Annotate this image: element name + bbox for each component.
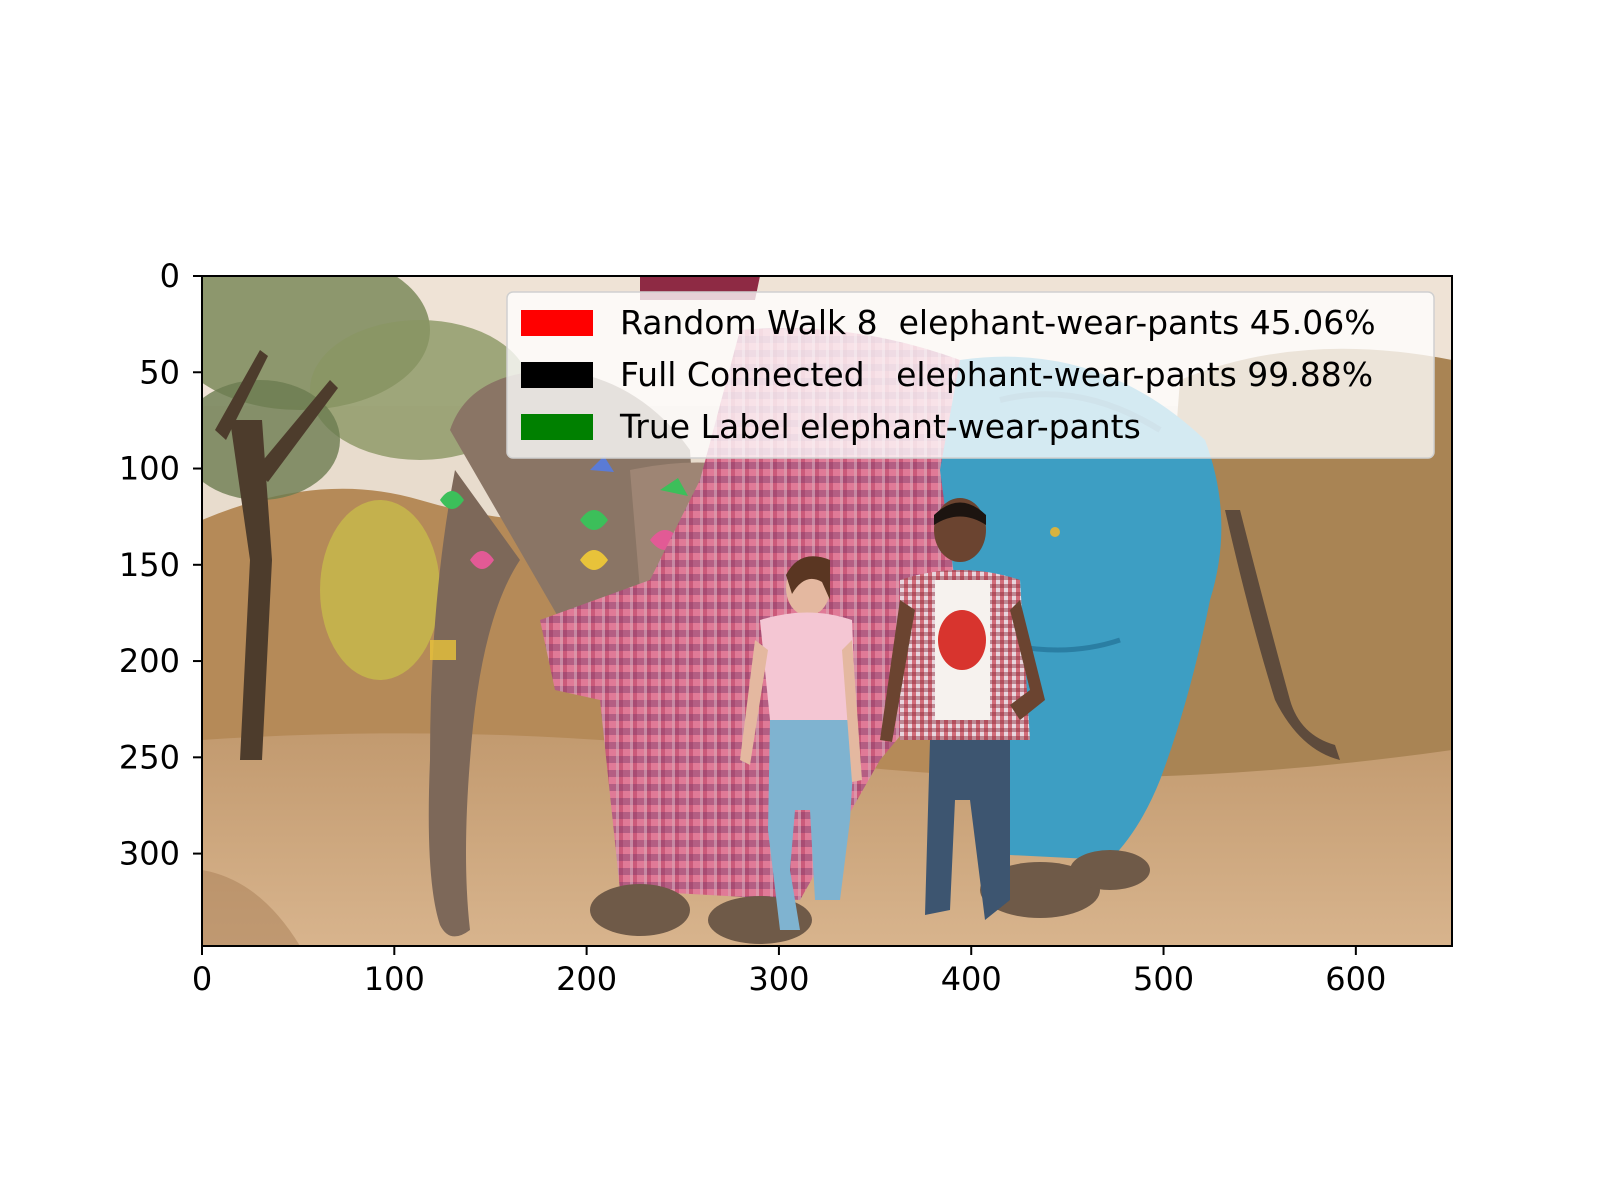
- legend-box: [506, 291, 1435, 459]
- x-tick-label: 200: [556, 960, 617, 998]
- y-axis: 0 50 100 150 200 250 300: [119, 257, 202, 873]
- man: [880, 498, 1045, 920]
- x-tick-label: 600: [1325, 960, 1386, 998]
- x-tick-label: 0: [192, 960, 212, 998]
- woman: [740, 556, 862, 930]
- x-tick-label: 400: [941, 960, 1002, 998]
- legend-label: Full Connected elephant-wear-pants 99.88…: [620, 355, 1373, 394]
- legend-swatch: [521, 414, 593, 440]
- y-tick-label: 300: [119, 835, 180, 873]
- legend-label: Random Walk 8 elephant-wear-pants 45.06%: [620, 303, 1376, 342]
- y-tick-label: 0: [160, 257, 180, 295]
- x-tick-label: 300: [748, 960, 809, 998]
- legend: Random Walk 8 elephant-wear-pants 45.06%…: [506, 291, 1435, 459]
- y-tick-label: 250: [119, 738, 180, 776]
- legend-swatch: [521, 310, 593, 336]
- axes-frame: [201, 275, 1453, 947]
- legend-label: True Label elephant-wear-pants: [619, 407, 1141, 446]
- y-tick-label: 200: [119, 642, 180, 680]
- legend-swatch: [521, 362, 593, 388]
- y-tick-label: 150: [119, 546, 180, 584]
- x-tick-label: 100: [364, 960, 425, 998]
- y-tick-label: 100: [119, 450, 180, 488]
- x-tick-label: 500: [1133, 960, 1194, 998]
- x-axis: 0 100 200 300 400 500 600: [192, 946, 1386, 998]
- y-tick-label: 50: [139, 353, 180, 391]
- tree: [202, 276, 530, 760]
